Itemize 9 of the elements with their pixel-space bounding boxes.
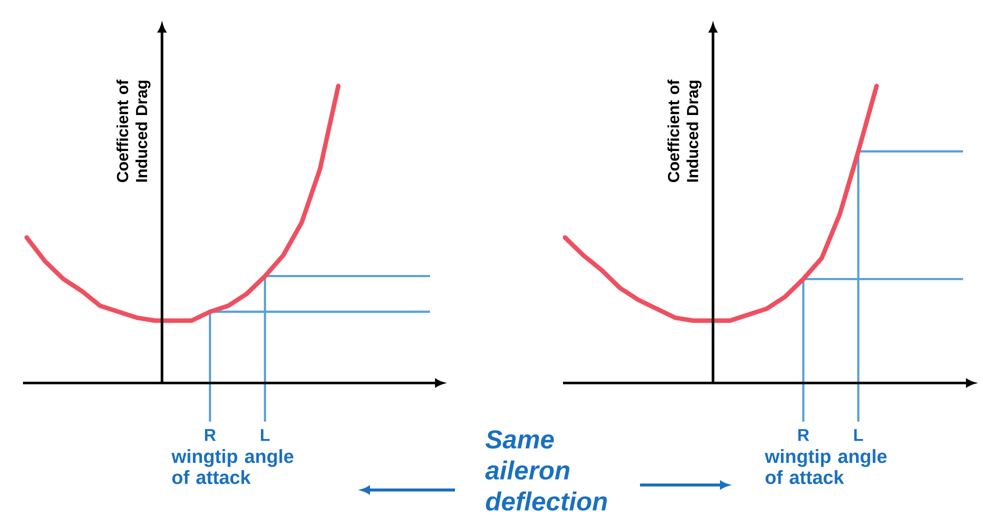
x-tick-label: L [854,429,863,441]
y-axis-title: Coefficient of Induced Drag [116,80,150,182]
x-tick-label: R [798,429,810,441]
x-tick-label: R [205,429,216,441]
text: Same aileron deflection [485,430,607,511]
y-axis-title: Coefficient of Induced Drag [667,80,702,182]
x-axis-title: wingtip angle of attack [764,449,887,484]
x-tick-label: L [260,429,270,441]
x-axis-title: wingtip angle of attack [171,449,294,484]
